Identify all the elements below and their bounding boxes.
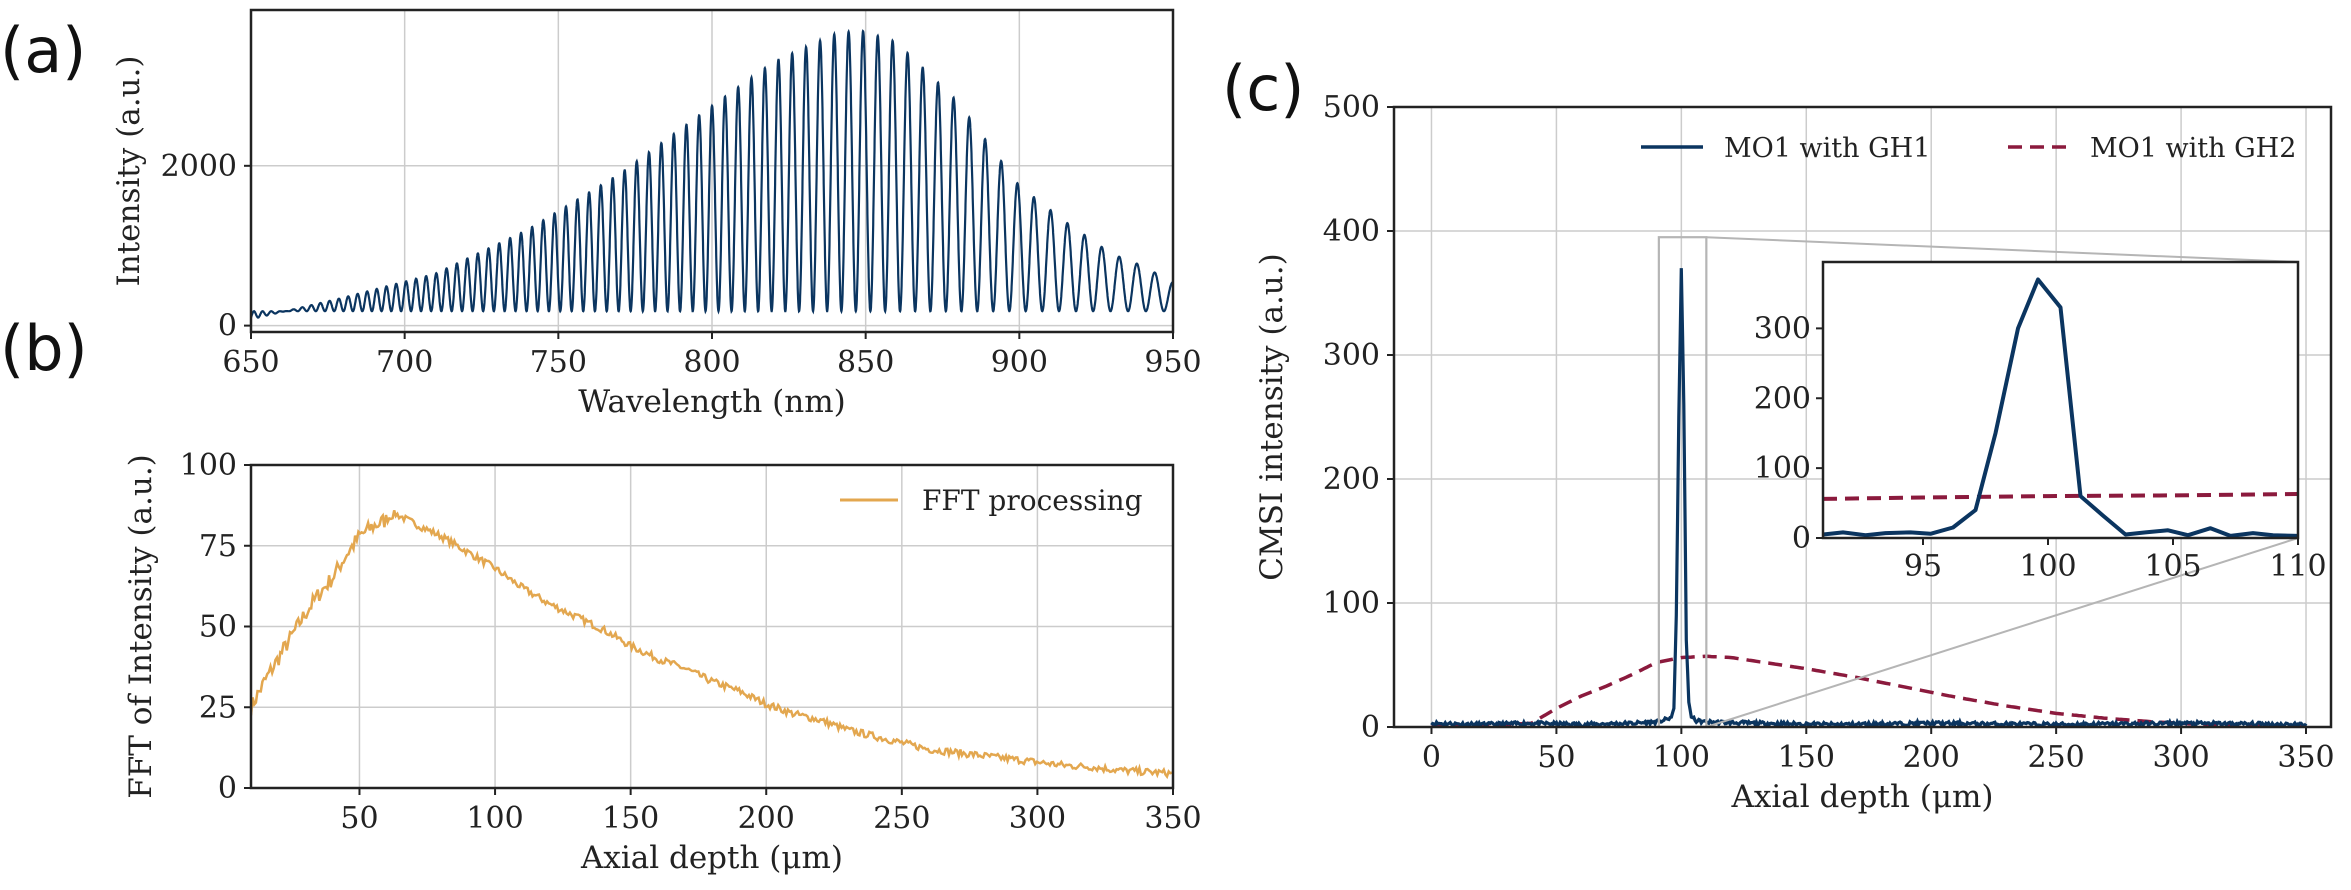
inset-x-tick-label-110: 110 (2269, 549, 2326, 584)
x-tick-label-b-350: 350 (1144, 801, 1201, 836)
y-tick-label-c-0: 0 (1361, 710, 1380, 745)
x-tick-label-a-750: 750 (530, 345, 587, 380)
x-axis-label-c: Axial depth (μm) (1730, 779, 1993, 815)
legend-label-b-fft: FFT processing (922, 484, 1143, 517)
plot-frame-b (249, 463, 1175, 790)
y-tick-label-b-75: 75 (199, 529, 237, 564)
y-tick-label-c-300: 300 (1323, 338, 1380, 373)
x-tick-label-a-800: 800 (683, 345, 740, 380)
inset-y-tick-label-0: 0 (1792, 521, 1811, 556)
y-axis-label-c: CMSI intensity (a.u.) (1254, 253, 1290, 580)
x-tick-label-c-200: 200 (1903, 740, 1960, 775)
x-tick-label-a-850: 850 (837, 345, 894, 380)
plot-frame-c (1392, 105, 2333, 729)
y-tick-label-b-100: 100 (180, 448, 237, 483)
x-tick-label-a-650: 650 (222, 345, 279, 380)
inset-x-tick-label-105: 105 (2144, 549, 2201, 584)
x-tick-label-b-250: 250 (873, 801, 930, 836)
inset-y-tick-label-100: 100 (1754, 451, 1811, 486)
series-line-a-spectrum (251, 28, 1173, 319)
series-line-b-fft (251, 510, 1173, 780)
y-tick-label-b-0: 0 (218, 771, 237, 806)
inset-series-line-gh2 (1823, 492, 2298, 501)
y-tick-label-c-500: 500 (1323, 90, 1380, 125)
x-tick-label-b-50: 50 (340, 801, 378, 836)
y-tick-label-c-400: 400 (1323, 214, 1380, 249)
x-tick-label-c-350: 350 (2277, 740, 2334, 775)
series-line-c-gh1 (1430, 268, 2308, 727)
x-tick-label-c-100: 100 (1653, 740, 1710, 775)
series-line-c-gh2 (1431, 654, 2306, 727)
y-tick-label-a-0: 0 (218, 309, 237, 344)
y-tick-label-a-2000: 2000 (161, 149, 237, 184)
x-tick-label-b-150: 150 (602, 801, 659, 836)
x-tick-label-c-300: 300 (2152, 740, 2209, 775)
x-tick-label-b-300: 300 (1009, 801, 1066, 836)
x-tick-label-a-950: 950 (1144, 345, 1201, 380)
inset-x-tick-label-95: 95 (1904, 549, 1942, 584)
inset-y-tick-label-300: 300 (1754, 311, 1811, 346)
inset-frame (1821, 260, 2300, 540)
panel-label-a: (a) (0, 14, 87, 87)
plot-frame-a (249, 8, 1175, 334)
y-axis-label-a: Intensity (a.u.) (111, 56, 147, 287)
x-tick-label-a-700: 700 (376, 345, 433, 380)
zoom-connector-top (1706, 236, 2299, 263)
y-tick-label-b-25: 25 (199, 690, 237, 725)
x-axis-label-b: Axial depth (μm) (580, 840, 843, 876)
x-axis-label-a: Wavelength (nm) (578, 384, 845, 420)
x-tick-label-b-200: 200 (738, 801, 795, 836)
legend-label-c-gh1: MO1 with GH1 (1724, 133, 1930, 164)
panel-label-b: (b) (0, 312, 88, 385)
panel-label-c: (c) (1222, 52, 1305, 125)
x-tick-label-b-100: 100 (466, 801, 523, 836)
inset-series-line-gh1 (1823, 277, 2298, 538)
x-tick-label-a-900: 900 (991, 345, 1048, 380)
y-tick-label-c-200: 200 (1323, 462, 1380, 497)
x-tick-label-c-150: 150 (1778, 740, 1835, 775)
zoom-connector-bottom (1706, 537, 2299, 728)
x-tick-label-c-50: 50 (1537, 740, 1575, 775)
x-tick-label-c-250: 250 (2028, 740, 2085, 775)
inset-x-tick-label-100: 100 (2019, 549, 2076, 584)
y-tick-label-b-50: 50 (199, 610, 237, 645)
inset-y-tick-label-200: 200 (1754, 381, 1811, 416)
y-tick-label-c-100: 100 (1323, 586, 1380, 621)
y-axis-label-b: FFT of Intensity (a.u.) (123, 454, 159, 799)
x-tick-label-c-0: 0 (1422, 740, 1441, 775)
legend-label-c-gh2: MO1 with GH2 (2090, 133, 2296, 164)
